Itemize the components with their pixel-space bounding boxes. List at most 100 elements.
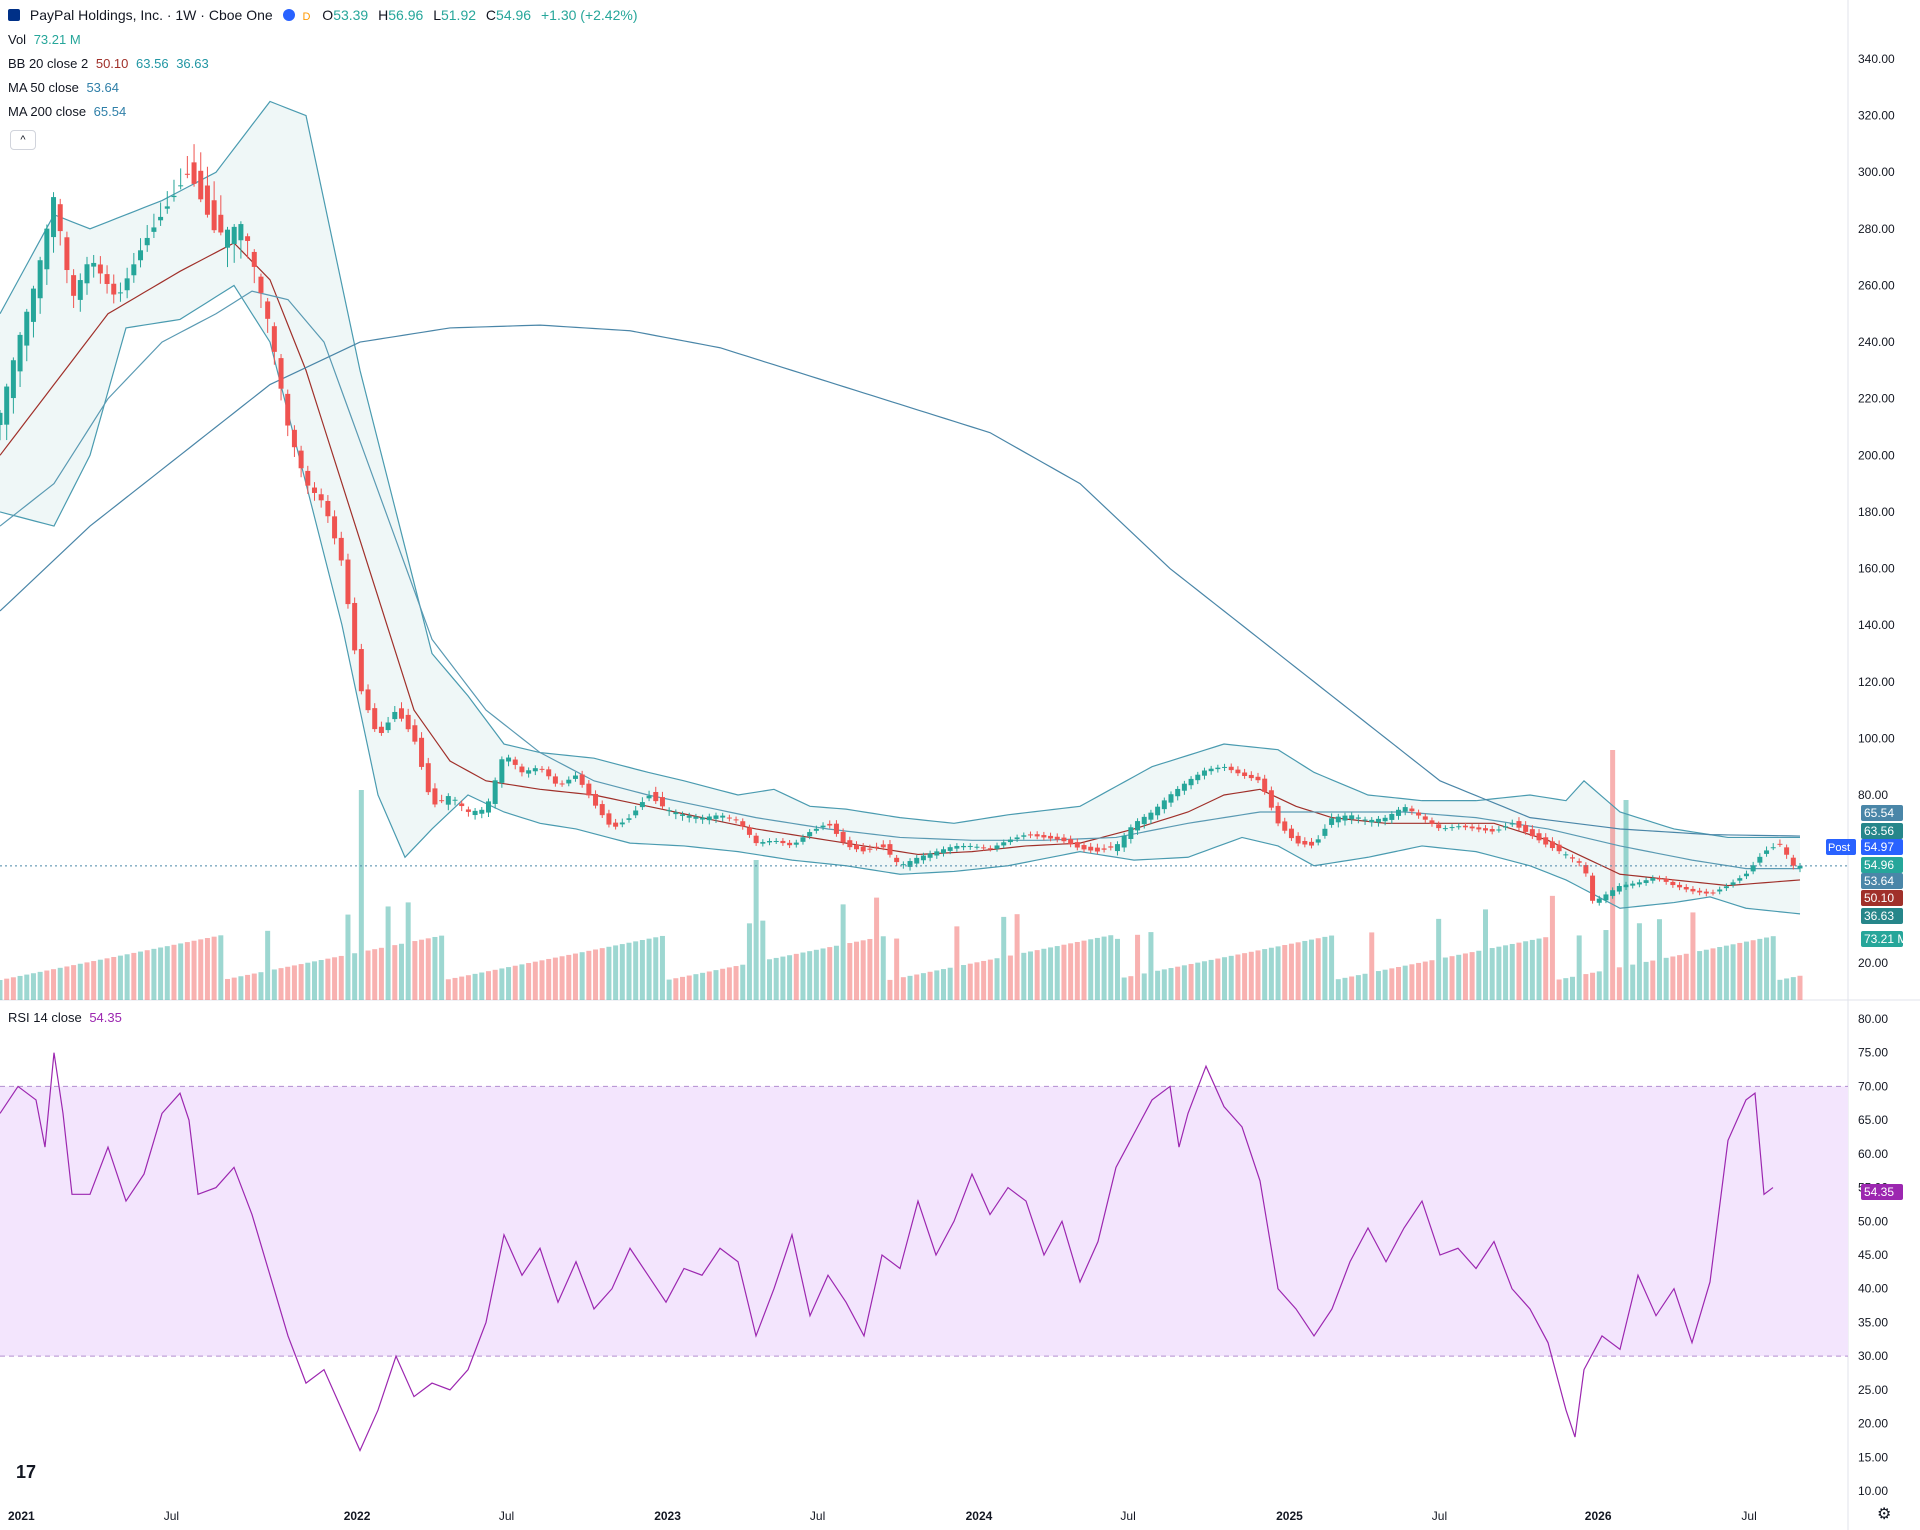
- candle-body: [372, 708, 378, 730]
- volume-bar: [278, 968, 284, 1000]
- candle-body: [887, 844, 893, 855]
- volume-bar: [1222, 957, 1228, 1000]
- candle-body: [1295, 835, 1301, 844]
- volume-bar: [57, 967, 63, 1000]
- volume-bar: [291, 965, 297, 1000]
- candle-body: [1349, 815, 1355, 820]
- volume-bar: [425, 938, 431, 1000]
- candle-body: [258, 276, 264, 293]
- candle-body: [947, 847, 953, 851]
- volume-bar: [1710, 948, 1716, 1000]
- candle-body: [987, 848, 993, 850]
- tradingview-logo-icon[interactable]: 17: [16, 1462, 37, 1482]
- rsi-legend[interactable]: RSI 14 close 54.35: [8, 1010, 122, 1025]
- volume-bar: [820, 948, 826, 1000]
- settings-gear-icon[interactable]: ⚙: [1877, 1506, 1892, 1523]
- volume-bar: [1509, 943, 1515, 1000]
- volume-bar: [787, 955, 793, 1000]
- candle-body: [499, 759, 505, 783]
- volume-bar: [1034, 950, 1040, 1000]
- candle-body: [231, 226, 237, 244]
- candle-body: [680, 814, 686, 816]
- candle-body: [311, 487, 317, 493]
- volume-bar: [332, 957, 338, 1000]
- volume-bar: [760, 920, 766, 1000]
- ma50-price-tag-bg: [1861, 873, 1903, 889]
- bb-upper-line: [0, 100, 1800, 839]
- rsi-tick-label: 65.00: [1858, 1113, 1888, 1127]
- bb-upper-price-tag-bg: [1861, 823, 1903, 839]
- volume-bar: [867, 938, 873, 1000]
- candle-body: [1723, 886, 1729, 889]
- candle-body: [1483, 828, 1489, 831]
- candle-body: [358, 649, 364, 692]
- candle-body: [432, 788, 438, 805]
- volume-bar: [318, 960, 324, 1000]
- volume-bar: [974, 962, 980, 1000]
- volume-bar: [465, 975, 471, 1000]
- candle-body: [285, 393, 291, 426]
- candle-body: [171, 195, 177, 198]
- candle-body: [606, 813, 612, 825]
- volume-bar: [586, 950, 592, 1000]
- time-axis-label: Jul: [164, 1509, 179, 1523]
- candle-body: [64, 237, 70, 271]
- candle-body: [1315, 839, 1321, 843]
- volume-bar: [673, 978, 679, 1000]
- rsi-tick-label: 60.00: [1858, 1147, 1888, 1161]
- volume-bar: [1001, 916, 1007, 1000]
- bb-basis-line: [0, 242, 1801, 887]
- ma50-legend[interactable]: MA 50 close 53.64: [8, 79, 119, 97]
- bb-legend[interactable]: BB 20 close 2 50.10 63.56 36.63: [8, 55, 209, 73]
- candle-body: [1322, 828, 1328, 836]
- candle-body: [1757, 856, 1763, 863]
- post-price-tag-bg: [1861, 839, 1903, 855]
- candle-body: [907, 861, 913, 867]
- candle-body: [860, 846, 866, 852]
- volume-bar: [894, 938, 900, 1000]
- ma200-legend[interactable]: MA 200 close 65.54: [8, 103, 126, 121]
- candle-body: [1569, 857, 1575, 859]
- price-tick-label: 140.00: [1858, 618, 1895, 632]
- candle-body: [599, 804, 605, 816]
- candle-body: [111, 283, 117, 295]
- bb-upper-value: 63.56: [136, 56, 169, 71]
- candle-body: [57, 204, 63, 232]
- volume-bar: [572, 953, 578, 1000]
- volume-legend[interactable]: Vol 73.21 M: [8, 31, 81, 49]
- volume-bar: [740, 964, 746, 1000]
- volume-bar: [1750, 940, 1756, 1000]
- volume-bar: [432, 936, 438, 1000]
- candle-body: [1355, 817, 1361, 819]
- volume-bar: [1717, 947, 1723, 1000]
- candle-body: [452, 799, 458, 801]
- candle-body: [1650, 878, 1656, 881]
- volume-bar: [378, 947, 384, 1000]
- candle-body: [1335, 816, 1341, 823]
- price-tick-label: 80.00: [1858, 788, 1888, 802]
- candle-body: [338, 537, 344, 561]
- candle-body: [251, 251, 257, 267]
- volume-bar: [1014, 914, 1020, 1000]
- volume-bar: [1489, 948, 1495, 1000]
- candle-body: [1195, 774, 1201, 781]
- candle-body: [633, 810, 639, 816]
- volume-bar: [445, 979, 451, 1000]
- volume-bar: [1523, 941, 1529, 1000]
- volume-bar: [1081, 940, 1087, 1000]
- rsi-value: 54.35: [89, 1010, 122, 1025]
- candle-body: [1101, 848, 1107, 850]
- volume-bar: [1309, 939, 1315, 1000]
- collapse-legend-button[interactable]: ^: [10, 130, 36, 150]
- volume-bar: [1723, 945, 1729, 1000]
- volume-bar: [184, 942, 190, 1000]
- candle-body: [1750, 865, 1756, 872]
- volume-bar: [138, 951, 144, 1000]
- volume-bar: [251, 973, 257, 1000]
- volume-bar: [1436, 918, 1442, 1000]
- volume-bar: [733, 966, 739, 1000]
- volume-bar: [1329, 935, 1335, 1000]
- volume-bar: [104, 958, 110, 1000]
- candle-body: [740, 821, 746, 827]
